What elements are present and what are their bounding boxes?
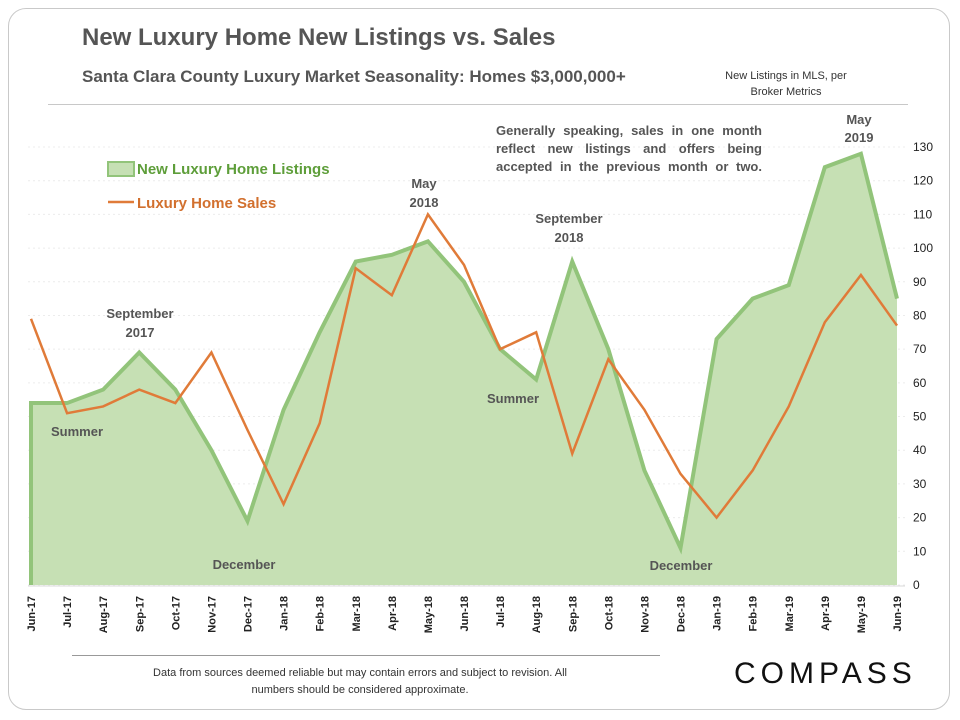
title-divider [48,104,908,105]
annotation-label: 2019 [845,130,874,145]
x-tick-label: Aug-17 [98,596,110,633]
x-tick-label: Feb-18 [315,596,327,631]
y-tick-label: 70 [913,342,927,356]
x-tick-label: Nov-17 [206,596,218,633]
y-tick-label: 50 [913,410,927,424]
y-tick-label: 130 [913,140,933,154]
legend-label-listings: New Luxury Home Listings [137,161,330,178]
x-tick-label: Apr-19 [820,596,832,631]
x-tick-label: Dec-18 [676,596,688,632]
sales-line [29,211,899,520]
x-tick-label: Jul-17 [62,596,74,628]
annotation-label: 2018 [555,230,584,245]
chart-subtitle: Santa Clara County Luxury Market Seasona… [82,67,626,86]
y-tick-label: 20 [913,511,927,525]
annotation-label: May [411,176,437,191]
legend-swatch-listings [107,161,135,177]
annotation-label: September [106,306,173,321]
y-tick-label: 10 [913,544,927,558]
x-tick-label: Dec-17 [243,596,255,632]
annotation-label: Summer [51,424,103,439]
annotation-label: Summer [487,391,539,406]
footer-divider [72,655,660,656]
x-tick-label: Sep-17 [134,596,146,632]
x-tick-label: Jul-18 [495,596,507,628]
chart-title: New Luxury Home New Listings vs. Sales [82,24,556,51]
x-tick-label: Oct-17 [170,596,182,630]
x-tick-label: Apr-18 [387,596,399,631]
y-tick-label: 30 [913,477,927,491]
annotation-label: 2017 [126,325,155,340]
x-tick-label: Jun-18 [459,596,471,631]
annotation-label: September [535,211,602,226]
x-tick-label: Feb-19 [748,596,760,631]
y-tick-label: 100 [913,241,933,255]
x-tick-label: Oct-18 [603,596,615,630]
x-tick-label: Jan-18 [279,596,291,631]
listings-area [31,153,897,585]
x-tick-label: Jan-19 [712,596,724,631]
y-tick-label: 90 [913,275,927,289]
x-tick-label: Jun-17 [26,596,38,631]
x-tick-label: Jun-19 [892,596,904,631]
explanation-note: Generally speaking, sales in one month r… [496,123,762,174]
annotation-label: December [213,557,276,572]
x-tick-label: Mar-18 [351,596,363,631]
annotation-label: 2018 [410,195,439,210]
x-tick-label: Aug-18 [531,596,543,633]
x-tick-label: May-18 [423,596,435,633]
footer-disclaimer: Data from sources deemed reliable but ma… [153,667,567,696]
source-note: New Listings in MLS, per Broker Metrics [725,70,847,98]
annotation-label: December [650,558,713,573]
x-tick-label: Sep-18 [567,596,579,632]
y-tick-label: 40 [913,443,927,457]
annotation-label: May [846,112,872,127]
compass-logo: COMPASS [734,657,917,690]
y-tick-label: 110 [913,207,932,221]
y-tick-label: 60 [913,376,927,390]
y-tick-label: 80 [913,308,927,322]
x-tick-label: Mar-19 [784,596,796,631]
legend-label-sales: Luxury Home Sales [137,195,276,212]
listings-outline [29,151,899,585]
x-tick-label: Nov-18 [639,596,651,633]
x-tick-label: May-19 [856,596,868,633]
y-tick-label: 0 [913,578,920,592]
y-tick-label: 120 [913,174,933,188]
